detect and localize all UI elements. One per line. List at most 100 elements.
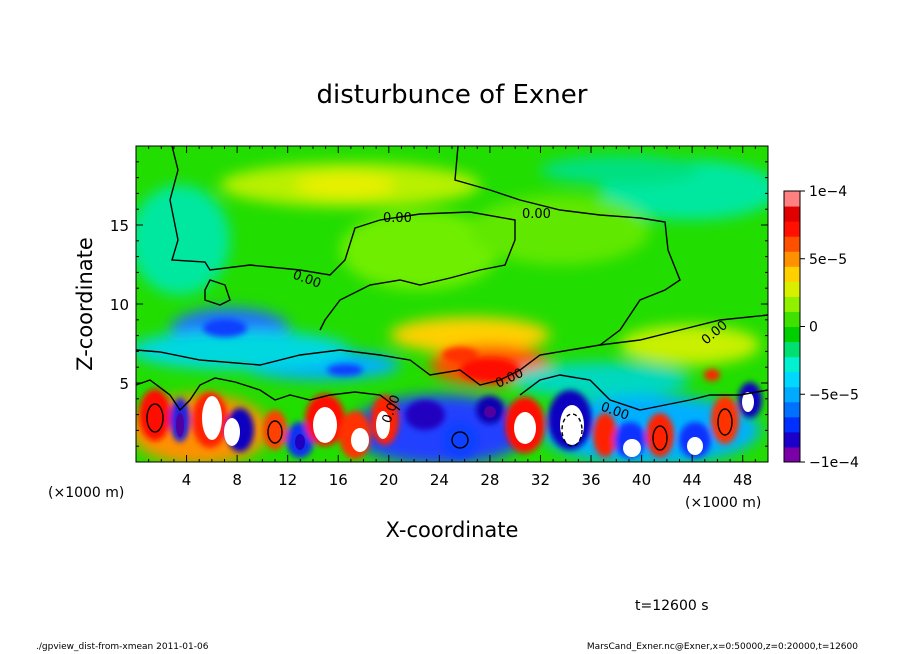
right-yellow bbox=[620, 325, 760, 365]
y-tick-label: 10 bbox=[110, 296, 129, 314]
cell-5 bbox=[263, 410, 287, 450]
left-cyan bbox=[136, 185, 230, 295]
heatmap-field: 0.00 0.00 0.00 0.00 0.00 0.00 0.00 bbox=[136, 146, 768, 462]
colorbar-segment bbox=[784, 281, 800, 297]
time-annotation: t=12600 s bbox=[635, 598, 709, 614]
colorbar-segment bbox=[784, 191, 800, 207]
x-axis-label: X-coordinate bbox=[386, 518, 519, 542]
dark-cell-3 bbox=[295, 434, 305, 450]
colorbar-tick-label: −1e−4 bbox=[809, 455, 859, 471]
x-tick-label: 28 bbox=[480, 471, 499, 489]
colorbar-segment bbox=[784, 206, 800, 222]
contour-cell-ring-2 bbox=[267, 420, 283, 444]
blue-core-2 bbox=[327, 364, 363, 376]
cell-17 bbox=[646, 413, 674, 457]
cyan-band bbox=[136, 330, 350, 370]
colorbar-tick-label: 0 bbox=[809, 320, 818, 336]
white-cell-1 bbox=[202, 396, 222, 440]
colorbar-segment bbox=[784, 416, 800, 433]
white-cell-10 bbox=[742, 392, 754, 412]
colorbar-segment bbox=[784, 266, 800, 282]
x-tick-label: 32 bbox=[531, 471, 550, 489]
contour-blob-left bbox=[204, 279, 231, 306]
x-tick-label: 48 bbox=[733, 471, 752, 489]
y-tick-label: 5 bbox=[119, 375, 129, 393]
colorbar-segment bbox=[784, 326, 800, 343]
footer-right: MarsCand_Exner.nc@Exner,x=0:50000,z=0:20… bbox=[586, 642, 858, 652]
x-tick-label: 44 bbox=[683, 471, 702, 489]
colorbar-segment bbox=[784, 296, 800, 312]
dark-cell-2 bbox=[484, 406, 496, 418]
red-peak bbox=[460, 358, 520, 382]
cell-19 bbox=[711, 396, 739, 444]
cell-11 bbox=[442, 422, 478, 458]
x-axis: 4 8 12 16 20 24 28 32 36 40 44 48 bbox=[148, 146, 756, 489]
upper-yellow-core bbox=[295, 173, 395, 197]
x-tick-label: 36 bbox=[581, 471, 600, 489]
saturated-regions bbox=[176, 392, 754, 457]
white-cell-3 bbox=[313, 407, 337, 443]
contour-dashed-cell bbox=[561, 413, 583, 447]
mid-lightgreen bbox=[340, 210, 500, 290]
contour-lower-right bbox=[519, 374, 768, 411]
cell-10 bbox=[405, 400, 445, 430]
contour-cell-ring-5 bbox=[717, 408, 733, 436]
white-cell-7 bbox=[560, 405, 584, 445]
y-tick-label: 15 bbox=[110, 217, 129, 235]
right-lightgreen bbox=[470, 195, 650, 265]
y-axis-label: Z-coordinate bbox=[73, 237, 97, 371]
x-tick-label: 12 bbox=[278, 471, 297, 489]
yellow-mid bbox=[390, 317, 550, 353]
x-tick-label: 24 bbox=[430, 471, 449, 489]
contour-label: 0.00 bbox=[522, 207, 551, 222]
colorbar-segment bbox=[784, 386, 800, 403]
upper-right-cyan-2 bbox=[540, 155, 700, 185]
x-tick-label: 20 bbox=[379, 471, 398, 489]
colorbar-tick-label: 1e−4 bbox=[809, 184, 847, 200]
chart-title: disturbunce of Exner bbox=[317, 80, 588, 110]
cell-15 bbox=[593, 413, 617, 457]
contour-label: 0.00 bbox=[383, 211, 412, 226]
colorbar-segment bbox=[784, 356, 800, 373]
contour-cell-ring-1 bbox=[146, 403, 164, 433]
blue-core bbox=[203, 319, 247, 337]
colorbar-segment bbox=[784, 251, 800, 267]
x-tick-label: 40 bbox=[632, 471, 651, 489]
zero-contours bbox=[136, 146, 768, 451]
contour-upper-left bbox=[169, 146, 516, 331]
colorbar-segment bbox=[784, 446, 800, 463]
white-cell-8 bbox=[623, 439, 641, 457]
colorbar-tick-label: 5e−5 bbox=[809, 252, 847, 268]
x-tick-label: 16 bbox=[329, 471, 348, 489]
colorbar-segment bbox=[784, 311, 800, 327]
y-axis: 5 10 15 bbox=[110, 161, 768, 447]
colorbar-tick-label: −5e−5 bbox=[809, 387, 859, 403]
contour-cell-ring-4 bbox=[652, 425, 668, 451]
contour-cell-ring-3 bbox=[451, 431, 469, 449]
right-red-spot bbox=[704, 369, 720, 381]
x-unit-note: (×1000 m) bbox=[685, 495, 761, 511]
colorbar: −1e−4 −5e−5 0 5e−5 1e−4 bbox=[783, 184, 859, 471]
contour-upper-right bbox=[454, 146, 681, 346]
contour-lower-left bbox=[136, 377, 401, 412]
footer-left: ./gpview_dist-from-xmean 2011-01-06 bbox=[36, 642, 209, 652]
colorbar-segment bbox=[784, 431, 800, 448]
cell-1 bbox=[139, 389, 171, 441]
colorbar-segment bbox=[784, 371, 800, 388]
colorbar-segment bbox=[784, 341, 800, 358]
dark-cell-1 bbox=[176, 413, 184, 437]
white-cell-5 bbox=[376, 411, 390, 439]
right-cyan-mid bbox=[510, 362, 690, 398]
colorbar-segment bbox=[784, 221, 800, 237]
x-tick-label: 8 bbox=[232, 471, 242, 489]
white-cell-4 bbox=[351, 428, 369, 452]
contour-mid-band bbox=[136, 314, 768, 386]
colorbar-segment bbox=[784, 401, 800, 418]
red-spot-2 bbox=[442, 347, 478, 363]
x-tick-label: 4 bbox=[182, 471, 192, 489]
colorbar-segment bbox=[784, 236, 800, 252]
white-cell-9 bbox=[687, 437, 703, 455]
white-cell-6 bbox=[514, 412, 536, 444]
y-unit-note: (×1000 m) bbox=[48, 485, 124, 501]
